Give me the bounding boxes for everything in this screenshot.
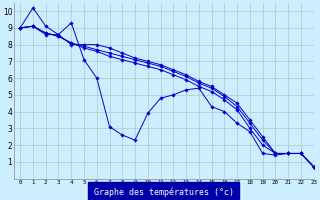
X-axis label: Graphe des températures (°c): Graphe des températures (°c) [94, 188, 234, 197]
